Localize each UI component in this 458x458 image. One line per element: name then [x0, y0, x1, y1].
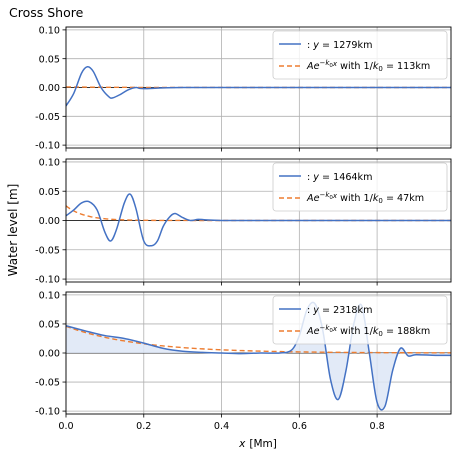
y-tick-label: 0.10 [39, 291, 60, 302]
y-tick-label: -0.10 [35, 407, 60, 418]
legend-label-part: −k [319, 59, 330, 67]
legend-label-part: A [306, 326, 314, 337]
y-tick-label: -0.10 [35, 275, 60, 286]
legend-label-part: : [307, 40, 313, 51]
y-tick-label: -0.10 [35, 141, 60, 152]
legend-label-part: x [332, 192, 338, 200]
y-tick-label: -0.05 [35, 378, 60, 389]
legend-label-part: y [312, 305, 319, 316]
legend-label-part: : [307, 172, 313, 183]
series-line [66, 193, 451, 247]
legend-label-part: with 1/ [337, 61, 374, 72]
x-tick-label: 0.6 [292, 421, 307, 432]
legend-label-part: y [312, 40, 319, 51]
legend-label-part: 0 [329, 195, 333, 201]
legend-label-part: 0 [378, 197, 382, 205]
y-tick-label: 0.00 [39, 349, 60, 360]
figure-title: Cross Shore [9, 5, 84, 20]
legend-label-part: A [306, 61, 314, 72]
legend-label-part: e [314, 61, 320, 72]
fit-line [66, 325, 451, 354]
y-tick-label: 0.05 [39, 54, 60, 65]
legend-series-label: : y = 2318km [307, 305, 372, 316]
legend-label-part: with 1/ [337, 326, 374, 337]
x-tick-label: 0.8 [369, 421, 384, 432]
legend-label-part: 0 [378, 330, 382, 338]
plot-area [66, 193, 451, 247]
legend-label-part: k [373, 326, 379, 337]
legend-label-part: 0 [329, 328, 333, 334]
panel-1: 0.100.050.00-0.05-0.10: y = 1279kmAe−k0x… [35, 25, 452, 152]
x-axis-label: x [Mm] [238, 438, 277, 450]
legend-fit-label: Ae−k0x with 1/k0 = 47km [306, 191, 424, 205]
panel-2: 0.100.050.00-0.05-0.10: y = 1464kmAe−k0x… [35, 158, 452, 286]
legend-label-part: x [332, 60, 338, 68]
legend-label-part: = 188km [383, 326, 430, 337]
series-line [66, 65, 451, 107]
y-tick-label: -0.05 [35, 245, 60, 256]
x-tick-label: 0.0 [58, 421, 73, 432]
panel-3: 0.100.050.00-0.05-0.100.0 0.2 0.4 0.6 0.8: y… [35, 291, 452, 432]
legend-label-part: = 1464km [319, 172, 372, 183]
legend-label-part: A [306, 193, 314, 204]
panels-group: 0.100.050.00-0.05-0.10: y = 1279kmAe−k0x… [35, 25, 452, 432]
legend-label-part: = 113km [383, 61, 430, 72]
y-tick-label: 0.00 [39, 83, 60, 94]
legend-label-part: k [373, 61, 379, 72]
legend-label-part: 0 [378, 65, 382, 73]
y-tick-label: 0.00 [39, 216, 60, 227]
legend-label-part: y [312, 172, 319, 183]
legend-label-part: = 47km [383, 193, 424, 204]
legend-series-label: : y = 1279km [307, 40, 372, 51]
x-axis-label-unit: [Mm] [249, 438, 276, 450]
legend-box [272, 30, 448, 80]
x-tick-label: 0.4 [214, 421, 229, 432]
x-tick-label: 0.2 [136, 421, 151, 432]
y-axis-label: Water level [m] [6, 184, 20, 277]
legend-label-part: −k [319, 191, 330, 199]
legend-fit-label: Ae−k0x with 1/k0 = 188km [306, 324, 430, 338]
x-axis-label-variable: x [238, 438, 246, 450]
y-tick-label: 0.05 [39, 187, 60, 198]
y-tick-label: 0.10 [39, 25, 60, 36]
y-tick-label: 0.05 [39, 320, 60, 331]
legend-label-part: k [373, 193, 379, 204]
legend-label-part: −k [319, 324, 330, 332]
legend-label-part: = 2318km [319, 305, 372, 316]
legend-label-part: with 1/ [337, 193, 374, 204]
legend-label-part: 0 [329, 63, 333, 69]
legend-label-part: e [314, 326, 320, 337]
y-tick-label: 0.10 [39, 158, 60, 169]
legend-box [272, 295, 448, 345]
legend-series-label: : y = 1464km [307, 172, 372, 183]
legend-label-part: x [332, 325, 338, 333]
legend-fit-label: Ae−k0x with 1/k0 = 113km [306, 59, 430, 73]
legend-box [272, 162, 448, 212]
legend-label-part: = 1279km [319, 40, 372, 51]
legend-label-part: : [307, 305, 313, 316]
y-tick-label: -0.05 [35, 112, 60, 123]
legend-label-part: e [314, 193, 320, 204]
plot-area [66, 65, 451, 107]
